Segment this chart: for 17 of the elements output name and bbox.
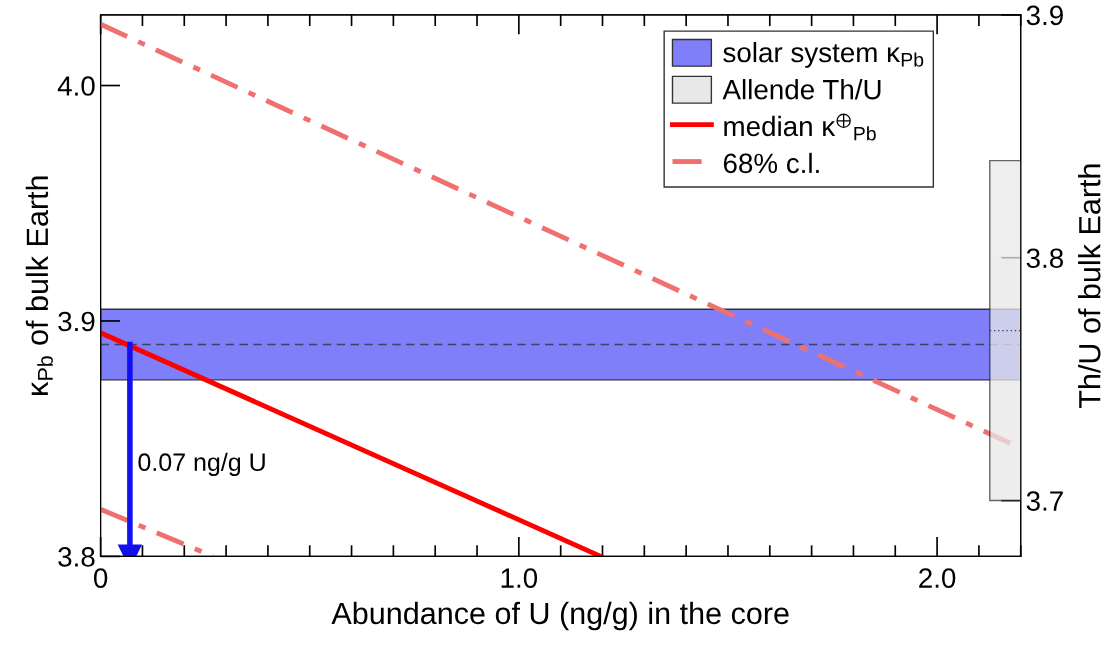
y2-axis-title: Th/U of bulk Earth <box>1078 164 1101 409</box>
y2-tick-label: 3.8 <box>1026 248 1063 269</box>
legend-label: solar system κ$_{Pb}$ <box>723 41 924 68</box>
x-axis-title: Abundance of U (ng/g) in the core <box>331 601 789 631</box>
y-axis-title: κ$_{Pb}$ of bulk Earth <box>25 176 53 395</box>
y2-tick-label: 3.9 <box>1026 5 1063 26</box>
annotation: 0.07 ng/g U <box>138 452 265 477</box>
legend-label: 68% c.l. <box>723 152 819 174</box>
y-tick-label: 3.9 <box>58 311 95 332</box>
x-tick-label: 0 <box>93 568 108 588</box>
x-tick-label: 1.0 <box>501 568 538 588</box>
x-tick-label: 2.0 <box>919 568 956 588</box>
legend-label: Allende Th/U <box>722 79 881 100</box>
y2-tick-label: 3.7 <box>1026 491 1063 511</box>
y-tick-label: 4.0 <box>57 76 95 96</box>
y-tick-label: 3.8 <box>58 547 95 567</box>
legend-label: median κ$^{⊕}$$_{Pb}$ <box>724 113 876 141</box>
